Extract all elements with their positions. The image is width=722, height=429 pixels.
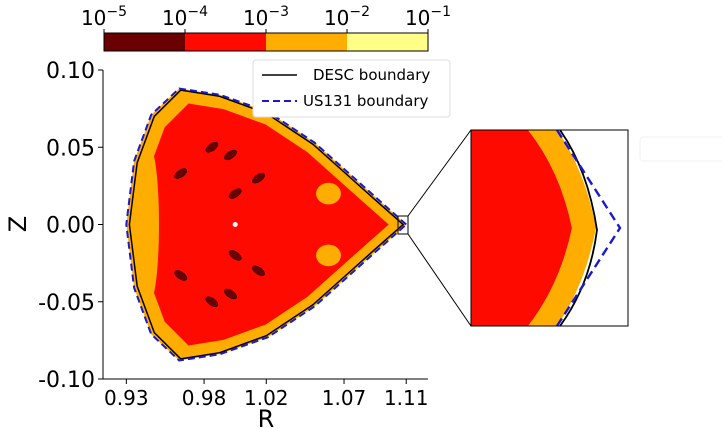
legend-label-desc: DESC boundary [313,66,430,84]
contour-level-red [142,103,389,346]
x-tick-label: 0.93 [104,386,149,410]
contour-orange-patch [347,273,388,315]
magnetic-axis-marker [232,222,238,227]
legend: DESC boundary US131 boundary [252,59,451,118]
colorbar-level-swatch [347,33,428,51]
x-tick-label: 1.02 [244,386,289,410]
contour-dark-island [205,142,219,153]
contour-dark-island [228,188,242,199]
contour-orange-patch [316,182,341,205]
colorbar-level-swatch [185,33,266,51]
y-tick-label: 0.05 [46,136,95,161]
legend-box [252,59,451,118]
contour-dark-island [174,270,188,281]
y-axis-label: Z [4,216,32,232]
contour-dark-island [252,265,265,277]
colorbar: 10−5 10−4 10−3 10−2 10−1 [81,4,451,52]
ghost-legend-box [639,136,722,162]
us131-boundary-line [125,87,408,362]
y-ticks: 0.10 0.05 0.00 -0.05 -0.10 [38,59,103,393]
inset-red-region [471,130,572,326]
inset-orange-region [528,130,596,326]
x-axis-label: R [258,405,275,429]
inset-frame [470,129,629,327]
inset-connector-bottom [407,233,472,327]
contour-dark-island [224,149,237,161]
colorbar-level-swatch [104,33,185,51]
contour-dark-island [224,288,237,300]
contour-orange-patch [140,147,159,302]
x-tick-label: 1.07 [322,386,367,410]
desc-boundary-line [128,89,405,360]
x-tick-label: 0.98 [182,386,227,410]
y-tick-label: -0.10 [38,368,95,393]
zoom-region-box [397,215,409,235]
x-ticks: 0.93 0.98 1.02 1.07 1.11 [104,379,428,410]
contour-orange-patch [340,136,379,174]
inset-zoom [470,129,629,327]
colorbar-tick-label: 10−2 [324,4,370,30]
y-tick-label: 0.00 [46,214,95,239]
legend-label-us131: US131 boundary [303,92,428,110]
y-tick-label: -0.05 [38,291,95,316]
colorbar-tick-label: 10−1 [405,4,451,30]
contour-orange-patch [316,244,341,267]
colorbar-tick-label: 10−4 [162,4,208,30]
contour-dark-island [252,172,265,184]
x-tick-label: 1.11 [384,386,429,410]
contour-dark-island [205,296,219,307]
colorbar-tick-label: 10−5 [81,4,127,30]
colorbar-level-swatch [266,33,347,51]
contour-dark-island [228,250,242,261]
inset-us131-line [555,130,622,326]
colorbar-tick-label: 10−3 [243,4,289,30]
y-tick-label: 0.10 [46,59,95,84]
contour-dark-island [174,168,188,179]
inset-connector-top [407,129,472,217]
